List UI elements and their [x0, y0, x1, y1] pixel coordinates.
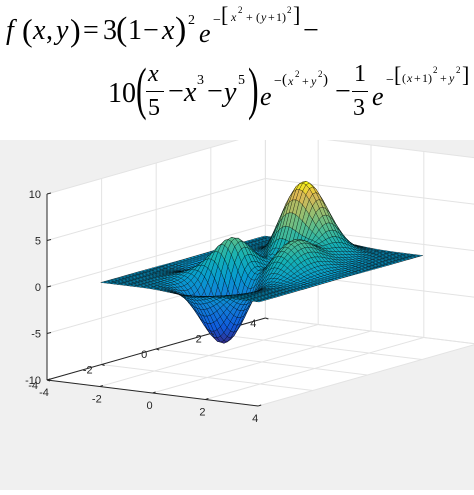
formula-frac1-line [146, 91, 164, 92]
formula-pow5: 5 [238, 74, 245, 88]
formula-exp1-rbracket: ] [293, 4, 300, 26]
formula-exp1-rparen: ) [282, 11, 286, 23]
formula-exp1-sq: 2 [238, 6, 243, 15]
formula-exp3-lbracket: [ [394, 64, 401, 86]
z-tick-label-4: 10 [29, 189, 41, 201]
formula-exp1-plus2: + [268, 11, 275, 23]
formula-exp2-y: y [311, 75, 316, 87]
x-tick-label-2: 0 [147, 400, 153, 412]
formula-frac2-line [352, 91, 368, 92]
formula-minus-3: − [168, 78, 184, 106]
formula-minus-2: − [303, 17, 319, 45]
formula-rparen-2: ) [175, 13, 186, 47]
formula-exp2-rparen: ) [323, 73, 328, 88]
formula-exp3-rbracket: ] [462, 64, 469, 86]
x-tick-label-1: -2 [92, 394, 102, 406]
formula-one: 1 [128, 17, 142, 45]
formula-exp2-sq2: 2 [318, 70, 323, 79]
formula-exp3-lparen: ( [402, 72, 406, 84]
formula-frac1-den: 5 [148, 96, 160, 120]
formula-three: 3 [103, 17, 117, 45]
formula-exp1-lbracket: [ [221, 4, 228, 26]
formula-minus-5: − [335, 78, 351, 106]
formula-frac2-num: 1 [354, 62, 366, 86]
formula-exp1-lparen: ( [256, 11, 260, 23]
formula-exp2-plus: + [302, 75, 309, 87]
formula-e-3: e [372, 84, 384, 110]
formula-exp3-minus: − [386, 74, 394, 88]
z-tick-label-1: -5 [31, 329, 41, 341]
formula: f ( x , y ) = 3 ( 1 − x ) 2 e − [ x 2 + … [0, 0, 474, 140]
formula-y-2: y [224, 79, 236, 107]
formula-e-2: e [260, 84, 272, 110]
formula-exp3-y: y [449, 72, 454, 84]
formula-rparen: ) [70, 14, 81, 46]
formula-frac2-den: 3 [353, 96, 365, 120]
formula-exp2-lparen: ( [282, 73, 287, 88]
formula-x: x [33, 17, 45, 45]
formula-exp2-minus: − [274, 75, 282, 89]
formula-y: y [56, 17, 68, 45]
formula-exp2-sq: 2 [295, 70, 300, 79]
formula-exp3-sq2: 2 [456, 66, 461, 75]
formula-f: f [6, 17, 14, 45]
y-tick-label-1: -2 [83, 365, 93, 377]
formula-exp1-y: y [261, 11, 266, 23]
y-tick-label-3: 2 [196, 334, 202, 346]
formula-x-2: x [162, 17, 174, 45]
x-tick-label-3: 2 [199, 407, 205, 419]
formula-cube: 3 [197, 74, 204, 88]
formula-lparen-2: ( [116, 13, 127, 47]
formula-sq: 2 [188, 14, 195, 28]
formula-minus: − [143, 17, 159, 45]
z-tick-label-2: 0 [35, 282, 41, 294]
formula-exp1-minus: − [213, 14, 221, 28]
formula-exp1-x: x [231, 11, 236, 23]
formula-comma: , [46, 17, 53, 45]
y-tick-label-4: 4 [250, 318, 256, 330]
formula-exp3-plus: + [414, 72, 421, 84]
formula-big-rparen: ) [248, 60, 259, 118]
formula-exp1-sq2: 2 [287, 6, 292, 15]
formula-e: e [199, 21, 211, 47]
formula-exp3-plus2: + [440, 72, 447, 84]
formula-exp1-plus: + [246, 11, 253, 23]
y-tick-label-2: 0 [141, 349, 147, 361]
formula-big-lparen: ( [136, 60, 147, 118]
formula-eq: = [83, 17, 99, 45]
formula-minus-4: − [207, 78, 223, 106]
x-tick-label-4: 4 [252, 413, 258, 425]
formula-exp2-x: x [288, 75, 293, 87]
formula-exp3-rparen: ) [428, 72, 432, 84]
formula-lparen: ( [22, 14, 33, 46]
formula-ten: 10 [108, 80, 136, 108]
z-tick-label-3: 5 [35, 236, 41, 248]
formula-frac1-num: x [148, 62, 159, 86]
x-tick-label-0: -4 [39, 387, 49, 399]
y-tick-label-0: -4 [28, 380, 38, 392]
formula-x-3: x [184, 79, 196, 107]
formula-exp3-x: x [407, 72, 412, 84]
formula-exp3-sq: 2 [433, 66, 438, 75]
